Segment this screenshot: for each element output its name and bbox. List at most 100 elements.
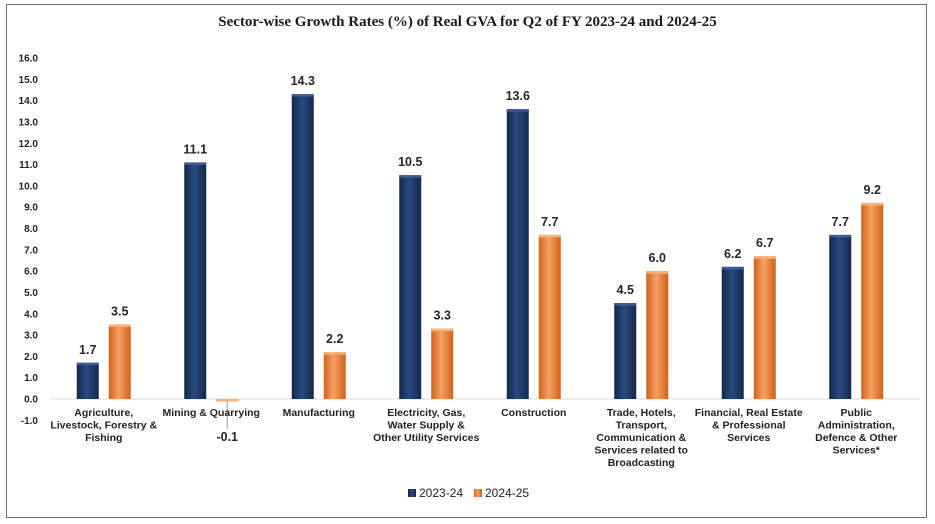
bar-top-bevel bbox=[291, 94, 314, 97]
bar-2023-24 bbox=[399, 175, 422, 399]
y-tick-label: 6.0 bbox=[24, 267, 38, 278]
data-label: -0.1 bbox=[216, 430, 238, 444]
data-label: 10.5 bbox=[398, 155, 422, 169]
bar-2023-24 bbox=[291, 94, 314, 399]
y-tick-label: 12.0 bbox=[19, 139, 39, 150]
category-label-line: Fishing bbox=[85, 432, 122, 444]
category-label-line: & Professional bbox=[712, 420, 786, 432]
bars bbox=[76, 94, 884, 402]
bar-2023-24 bbox=[184, 162, 207, 399]
data-label: 6.7 bbox=[756, 236, 773, 250]
category-label: Construction bbox=[501, 407, 566, 419]
bar-top-bevel bbox=[721, 266, 744, 270]
category-label-line: Transport, bbox=[616, 420, 667, 432]
bar-2024-25 bbox=[108, 324, 131, 399]
legend-label: 2024-25 bbox=[485, 486, 529, 500]
data-labels: 1.7 3.5 11.1 -0.1 14.3 2.2 10.5 3.3 13.6 7.7 4.5 6.… bbox=[79, 74, 881, 444]
category-label-line: Administration, bbox=[818, 420, 895, 432]
data-label: 1.7 bbox=[79, 343, 96, 357]
category-label-line: Communication & bbox=[596, 432, 686, 444]
y-tick-label: 0.0 bbox=[24, 395, 38, 406]
category-label-line: Mining & Quarrying bbox=[163, 407, 260, 419]
bar-2024-25 bbox=[861, 202, 884, 399]
bar-top-bevel bbox=[399, 175, 422, 178]
data-label: 4.5 bbox=[617, 283, 634, 297]
category-label-line: Agriculture, bbox=[74, 407, 133, 419]
y-tick-label: 11.0 bbox=[19, 160, 38, 171]
y-axis: 16.0 15.0 14.0 13.0 12.0 11.0 10.0 9.0 8.0 7.0 6.0… bbox=[19, 54, 920, 427]
category-label: Manufacturing bbox=[283, 407, 355, 419]
category-label-line: Services* bbox=[833, 445, 881, 457]
y-tick-label: 2.0 bbox=[24, 352, 38, 363]
bar-top-bevel bbox=[829, 234, 852, 238]
category-label-line: Electricity, Gas, bbox=[387, 407, 465, 419]
category-label-line: Services related to bbox=[595, 445, 688, 457]
y-tick-label: 5.0 bbox=[24, 288, 38, 299]
bar-2024-25 bbox=[431, 328, 454, 399]
bar-top-bevel bbox=[184, 162, 207, 165]
bar-top-bevel bbox=[108, 324, 131, 327]
y-tick-label: 15.0 bbox=[19, 75, 39, 86]
legend: 2023-24 2024-25 bbox=[408, 486, 529, 500]
y-tick-label: 9.0 bbox=[24, 203, 38, 214]
category-label-line: Water Supply & bbox=[388, 420, 466, 432]
category-label: Mining & Quarrying bbox=[163, 407, 260, 419]
category-label: Agriculture, Livestock, Forestry & Fishing bbox=[50, 407, 157, 444]
category-label-line: Public bbox=[840, 407, 872, 419]
legend-swatch-2024-25 bbox=[474, 489, 482, 497]
bar-top-bevel bbox=[753, 256, 776, 259]
bar-2023-24 bbox=[506, 109, 529, 400]
bar-2023-24 bbox=[829, 234, 852, 399]
y-tick-label: 1.0 bbox=[24, 373, 38, 384]
category-label-line: Construction bbox=[501, 407, 566, 419]
bar-top-bevel bbox=[646, 271, 669, 274]
category-label-line: Broadcasting bbox=[608, 457, 675, 469]
bar-2023-24 bbox=[721, 266, 744, 399]
category-label: Electricity, Gas, Water Supply & Other Uti… bbox=[373, 407, 479, 444]
bar-top-bevel bbox=[506, 109, 529, 112]
y-tick-label: 16.0 bbox=[19, 54, 39, 65]
bar-top-bevel bbox=[614, 303, 637, 306]
data-label: 3.3 bbox=[434, 309, 451, 323]
category-label-line: Services bbox=[727, 432, 770, 444]
y-tick-label: 4.0 bbox=[24, 309, 38, 320]
y-tick-label: 3.0 bbox=[24, 331, 38, 342]
data-label: 3.5 bbox=[111, 304, 128, 318]
y-tick-label: 7.0 bbox=[24, 245, 38, 256]
chart-title: Sector-wise Growth Rates (%) of Real GVA… bbox=[218, 14, 717, 30]
category-label-line: Defence & Other bbox=[815, 432, 897, 444]
bar-top-bevel bbox=[216, 399, 239, 402]
category-label: Financial, Real Estate & Professional Serv… bbox=[695, 407, 803, 444]
bar-top-bevel bbox=[431, 328, 454, 332]
data-label: 6.2 bbox=[724, 247, 741, 261]
y-tick-label: 14.0 bbox=[19, 96, 39, 107]
data-label: 2.2 bbox=[326, 332, 343, 346]
category-label-line: Financial, Real Estate bbox=[695, 407, 803, 419]
bar-2024-25 bbox=[323, 352, 346, 399]
category-label-line: Livestock, Forestry & bbox=[50, 420, 157, 432]
data-label: 7.7 bbox=[541, 215, 558, 229]
bar-2024-25 bbox=[538, 234, 561, 399]
bar-top-bevel bbox=[538, 234, 561, 238]
data-label: 11.1 bbox=[183, 142, 207, 156]
legend-swatch-2023-24 bbox=[408, 489, 416, 497]
category-label: Public Administration, Defence & Other Serv… bbox=[815, 407, 897, 457]
data-label: 7.7 bbox=[832, 215, 849, 229]
y-tick-label: 13.0 bbox=[19, 117, 39, 128]
bar-2023-24 bbox=[76, 362, 99, 399]
bar-top-bevel bbox=[76, 362, 99, 366]
bar-top-bevel bbox=[323, 352, 346, 355]
category-label-line: Manufacturing bbox=[283, 407, 355, 419]
category-labels: Agriculture, Livestock, Forestry & Fishing… bbox=[50, 407, 897, 469]
data-label: 6.0 bbox=[649, 251, 666, 265]
bar-2024-25 bbox=[753, 256, 776, 399]
bar-2024-25 bbox=[646, 271, 669, 399]
category-label: Trade, Hotels, Transport, Communication & S… bbox=[595, 407, 688, 469]
y-tick-label: -1.0 bbox=[21, 416, 39, 427]
data-label: 13.6 bbox=[506, 89, 530, 103]
legend-label: 2023-24 bbox=[419, 486, 463, 500]
data-label: 9.2 bbox=[864, 183, 881, 197]
category-label-line: Trade, Hotels, bbox=[607, 407, 676, 419]
y-tick-label: 8.0 bbox=[24, 224, 38, 235]
